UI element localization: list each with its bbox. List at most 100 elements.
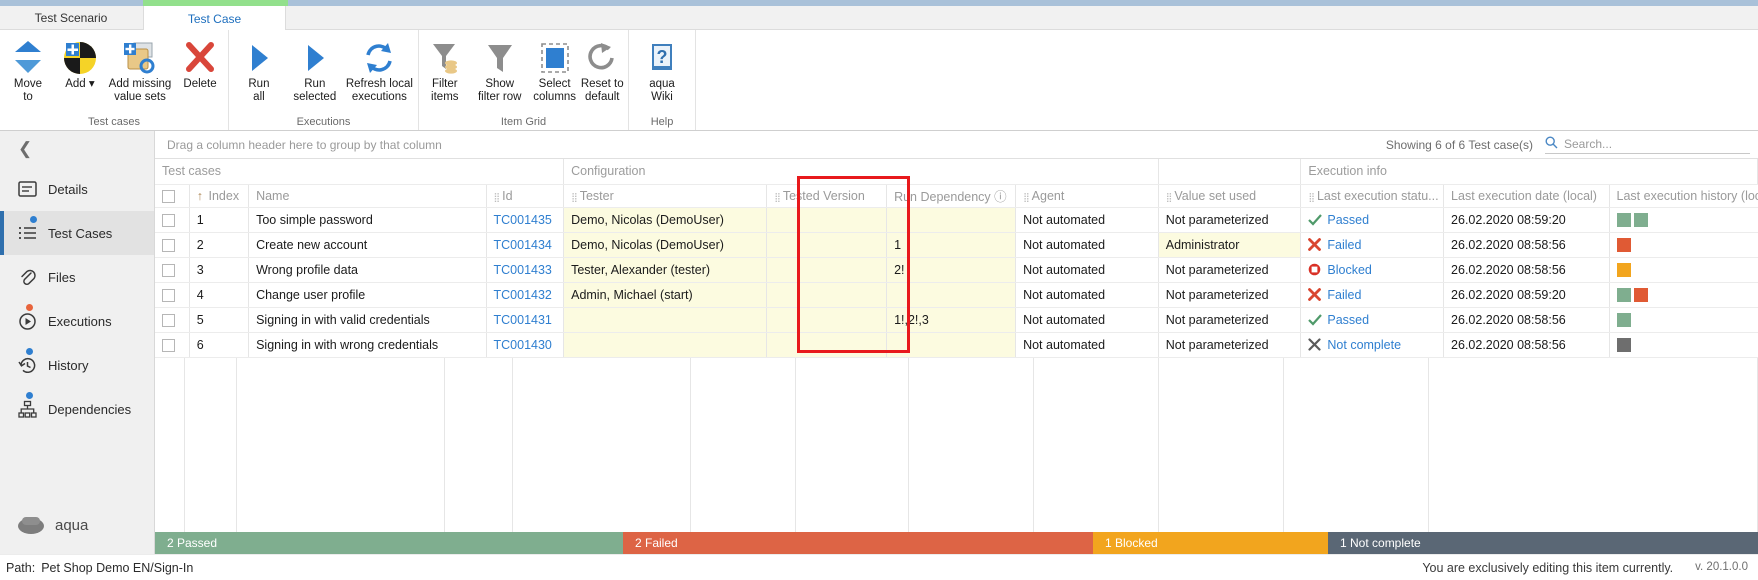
cell-tester[interactable]: Tester, Alexander (tester)	[563, 257, 768, 283]
tab-test-scenario[interactable]: Test Scenario	[34, 10, 108, 25]
cell-value-set-used[interactable]: Not parameterized	[1158, 282, 1302, 308]
cell-last-execution-status[interactable]: Not complete	[1300, 332, 1445, 358]
cell-value-set-used[interactable]: Not parameterized	[1158, 207, 1302, 233]
cell-name[interactable]: Wrong profile data	[248, 257, 487, 283]
table-row[interactable]: 2 Create new account TC001434 Demo, Nicolas…	[155, 232, 1758, 258]
column-last-execution-date[interactable]: Last execution date (local)	[1443, 184, 1610, 208]
ribbon-button-run-all[interactable]: Run all	[231, 36, 287, 106]
cell-name[interactable]: Create new account	[248, 232, 487, 258]
cell-tester[interactable]: Demo, Nicolas (DemoUser)	[563, 207, 768, 233]
search-box[interactable]: Search...	[1545, 135, 1750, 154]
cell-run-dependency[interactable]: 1	[886, 232, 1017, 258]
cell-tested-version[interactable]	[766, 332, 888, 358]
column-tester[interactable]: ⣿ Tester	[563, 184, 768, 208]
cell-value-set-used[interactable]: Administrator	[1158, 232, 1302, 258]
table-row[interactable]: 3 Wrong profile data TC001433 Tester, Alexa…	[155, 257, 1758, 283]
column-last-execution-status[interactable]: ⣿ Last execution statu...	[1300, 184, 1445, 208]
cell-run-dependency[interactable]	[886, 207, 1017, 233]
cell-last-execution-status[interactable]: Passed	[1300, 307, 1445, 333]
column-index[interactable]: ↑ Index	[189, 184, 250, 208]
sidebar-collapse-button[interactable]: ❮	[0, 131, 154, 167]
ribbon-button-show-filter-row[interactable]: Show filter row	[469, 36, 531, 106]
table-row[interactable]: 4 Change user profile TC001432 Admin, Micha…	[155, 282, 1758, 308]
select-all-checkbox[interactable]	[162, 189, 175, 203]
cell-id[interactable]: TC001433	[486, 257, 565, 283]
cell-id[interactable]: TC001432	[486, 282, 565, 308]
cell-id[interactable]: TC001435	[486, 207, 565, 233]
cell-last-execution-status[interactable]: Blocked	[1300, 257, 1445, 283]
sidebar-item-dependencies[interactable]: Dependencies	[0, 387, 154, 431]
cell-tester[interactable]	[563, 307, 768, 333]
column-name[interactable]: Name	[248, 184, 487, 208]
table-row[interactable]: 6 Signing in with wrong credentials TC0014…	[155, 332, 1758, 358]
cell-value-set-used[interactable]: Not parameterized	[1158, 307, 1302, 333]
sidebar-item-files[interactable]: Files	[0, 255, 154, 299]
cell-id[interactable]: TC001434	[486, 232, 565, 258]
cell-tester[interactable]	[563, 332, 768, 358]
row-checkbox-cell[interactable]	[155, 207, 190, 233]
sidebar-item-executions[interactable]: Executions	[0, 299, 154, 343]
row-checkbox-cell[interactable]	[155, 307, 190, 333]
cell-agent[interactable]: Not automated	[1015, 332, 1159, 358]
cell-run-dependency[interactable]	[886, 282, 1017, 308]
ribbon-button-add-missing-value-sets[interactable]: Add missing value sets	[106, 36, 174, 106]
column-agent[interactable]: ⣿ Agent	[1015, 184, 1159, 208]
cell-run-dependency[interactable]: 2!	[886, 257, 1017, 283]
cell-agent[interactable]: Not automated	[1015, 232, 1159, 258]
cell-tested-version[interactable]	[766, 232, 888, 258]
sidebar-item-test-cases[interactable]: Test Cases	[0, 211, 154, 255]
ribbon-button-aqua-wiki[interactable]: ? aqua Wiki	[631, 36, 693, 106]
cell-value-set-used[interactable]: Not parameterized	[1158, 257, 1302, 283]
cell-tested-version[interactable]	[766, 207, 888, 233]
ribbon-button-reset-to-default[interactable]: Reset to default	[578, 36, 626, 106]
path-value[interactable]: Pet Shop Demo EN/Sign-In	[41, 560, 194, 575]
row-checkbox[interactable]	[162, 238, 175, 252]
cell-tester[interactable]: Admin, Michael (start)	[563, 282, 768, 308]
cell-name[interactable]: Signing in with wrong credentials	[248, 332, 487, 358]
cell-tested-version[interactable]	[766, 257, 888, 283]
row-checkbox-cell[interactable]	[155, 332, 190, 358]
cell-name[interactable]: Change user profile	[248, 282, 487, 308]
cell-run-dependency[interactable]: 1!,2!,3	[886, 307, 1017, 333]
table-row[interactable]: 1 Too simple password TC001435 Demo, Nicola…	[155, 207, 1758, 233]
cell-id[interactable]: TC001430	[486, 332, 565, 358]
row-checkbox-cell[interactable]	[155, 257, 190, 283]
tab-test-case[interactable]: Test Case	[143, 6, 286, 31]
row-checkbox[interactable]	[162, 263, 175, 277]
row-checkbox-cell[interactable]	[155, 232, 190, 258]
row-checkbox[interactable]	[162, 288, 175, 302]
cell-last-execution-status[interactable]: Failed	[1300, 232, 1445, 258]
cell-run-dependency[interactable]	[886, 332, 1017, 358]
sidebar-item-details[interactable]: Details	[0, 167, 154, 211]
cell-tester[interactable]: Demo, Nicolas (DemoUser)	[563, 232, 768, 258]
sidebar-item-history[interactable]: History	[0, 343, 154, 387]
cell-agent[interactable]: Not automated	[1015, 257, 1159, 283]
table-row[interactable]: 5 Signing in with valid credentials TC0014…	[155, 307, 1758, 333]
cell-last-execution-status[interactable]: Passed	[1300, 207, 1445, 233]
cell-agent[interactable]: Not automated	[1015, 307, 1159, 333]
row-checkbox-cell[interactable]	[155, 282, 190, 308]
column-id[interactable]: ⣿ Id	[486, 184, 565, 208]
ribbon-button-move-to[interactable]: Move to	[2, 36, 54, 106]
ribbon-button-filter-items[interactable]: Filter items	[421, 36, 469, 106]
ribbon-button-delete[interactable]: Delete	[174, 36, 226, 93]
column-select-all[interactable]	[155, 184, 190, 208]
group-panel[interactable]: Drag a column header here to group by th…	[155, 131, 1758, 159]
cell-value-set-used[interactable]: Not parameterized	[1158, 332, 1302, 358]
cell-name[interactable]: Signing in with valid credentials	[248, 307, 487, 333]
row-checkbox[interactable]	[162, 313, 175, 327]
row-checkbox[interactable]	[162, 213, 175, 227]
cell-id[interactable]: TC001431	[486, 307, 565, 333]
ribbon-button-select-columns[interactable]: Select columns	[531, 36, 579, 106]
ribbon-button-refresh-local-executions[interactable]: Refresh local executions	[343, 36, 416, 106]
column-tested-version[interactable]: ⣿ Tested Version	[766, 184, 888, 208]
cell-tested-version[interactable]	[766, 307, 888, 333]
cell-agent[interactable]: Not automated	[1015, 282, 1159, 308]
search-input-placeholder[interactable]: Search...	[1564, 137, 1613, 151]
cell-last-execution-status[interactable]: Failed	[1300, 282, 1445, 308]
cell-name[interactable]: Too simple password	[248, 207, 487, 233]
column-run-dependency[interactable]: Run Dependency ⓘ	[886, 184, 1017, 208]
cell-tested-version[interactable]	[766, 282, 888, 308]
cell-agent[interactable]: Not automated	[1015, 207, 1159, 233]
row-checkbox[interactable]	[162, 338, 175, 352]
